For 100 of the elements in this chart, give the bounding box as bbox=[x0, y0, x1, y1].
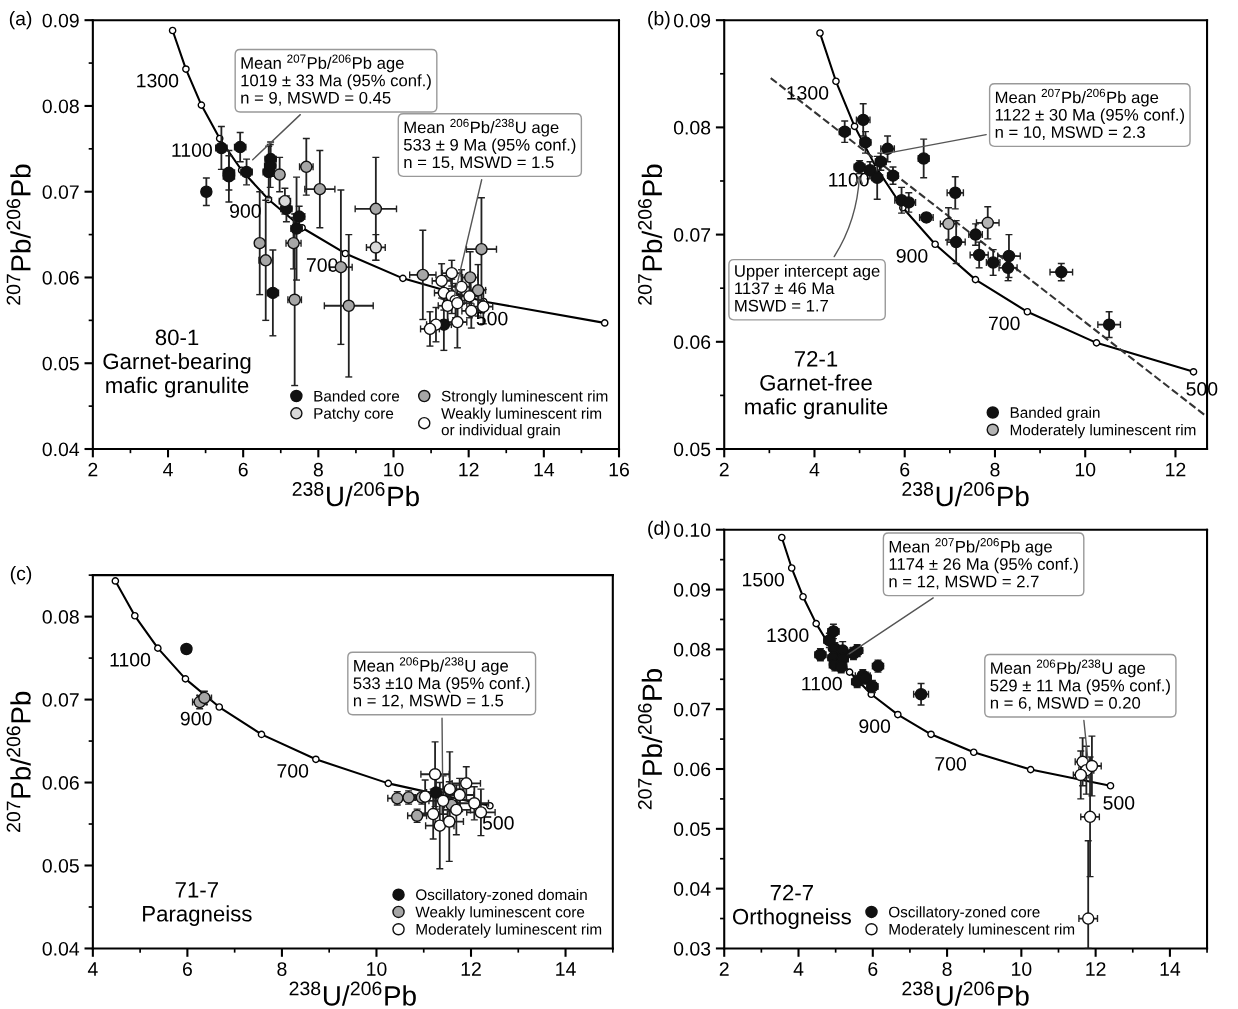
y-axis-title: $^{207}$Pb/$^{206}$Pb bbox=[637, 164, 663, 305]
y-tick-label: 0.06 bbox=[673, 335, 711, 350]
y-tick-label: 0.07 bbox=[42, 693, 79, 707]
annotation: 1100 bbox=[802, 676, 842, 691]
legend-label: Moderately luminescent rim bbox=[889, 923, 1075, 938]
x-tick-label: 8 bbox=[990, 462, 1000, 477]
x-tick-label: 12 bbox=[461, 962, 481, 976]
x-tick-label: 12 bbox=[1086, 962, 1106, 976]
y-axis-title: $^{207}$Pb/$^{206}$Pb bbox=[6, 691, 31, 832]
y-tick-label: 0.07 bbox=[673, 228, 711, 242]
annotation: 1500 bbox=[743, 572, 785, 587]
annotation: Mean $^{206}$Pb/$^{238}$U age 529 ± 11 Ma (95% conf.) n = 6, MSWD = 0.20 bbox=[990, 659, 1170, 711]
legend-label: Oscillatory-zoned core bbox=[889, 906, 1040, 921]
legend-label: Moderately luminescent rim bbox=[416, 923, 602, 938]
x-tick-label: 2 bbox=[719, 462, 729, 477]
annotation: Mean $^{206}$Pb/$^{238}$U age 533 ± 9 Ma (95% conf.) n = 15, MSWD = 1.5 bbox=[403, 118, 576, 171]
x-tick-label: 4 bbox=[163, 462, 173, 477]
x-tick-label: 4 bbox=[793, 962, 804, 976]
y-tick-label: 0.05 bbox=[673, 442, 711, 457]
y-tick-label: 0.08 bbox=[673, 120, 711, 135]
y-tick-label: 0.04 bbox=[42, 442, 80, 457]
legend-label: Strongly luminescent rim bbox=[441, 390, 608, 405]
y-tick-label: 0.06 bbox=[42, 776, 79, 790]
y-tick-label: 0.05 bbox=[42, 356, 79, 371]
x-tick-label: 6 bbox=[182, 962, 192, 976]
x-tick-label: 6 bbox=[900, 462, 910, 477]
annotation: 700 bbox=[277, 763, 309, 778]
annotation: 500 bbox=[1103, 795, 1135, 810]
legend-label: Moderately luminescent rim bbox=[1010, 424, 1196, 439]
y-tick-label: 0.04 bbox=[673, 882, 711, 896]
legend-label: Weakly luminescent rim or individual grain bbox=[441, 407, 602, 439]
annotation: Mean $^{207}$Pb/$^{206}$Pb age 1122 ± 30 Ma (95% conf.) n = 10, MSWD = 2.3 bbox=[995, 88, 1184, 140]
annotation: 80-1 Garnet-bearing mafic granulite bbox=[103, 329, 251, 398]
x-tick-label: 16 bbox=[609, 462, 629, 477]
annotation: 500 bbox=[482, 816, 514, 830]
y-tick-label: 0.09 bbox=[673, 13, 711, 28]
x-tick-label: 10 bbox=[1075, 462, 1096, 477]
y-tick-label: 0.08 bbox=[42, 610, 79, 624]
x-tick-label: 14 bbox=[1160, 962, 1181, 976]
annotation: 71-7 Paragneiss bbox=[143, 882, 252, 926]
annotation: 72-1 Garnet-free mafic granulite bbox=[745, 350, 888, 419]
y-tick-label: 0.05 bbox=[42, 858, 79, 873]
x-tick-label: 10 bbox=[367, 962, 387, 976]
y-tick-label: 0.09 bbox=[673, 583, 711, 597]
annotation: 900 bbox=[896, 248, 928, 263]
annotation: 900 bbox=[859, 719, 891, 734]
annotation: Mean $^{207}$Pb/$^{206}$Pb age 1174 ± 26 Ma (95% conf.) n = 12, MSWD = 2.7 bbox=[889, 538, 1078, 590]
legend-label: Weakly luminescent core bbox=[415, 906, 585, 921]
chart-title: (a) bbox=[9, 11, 32, 30]
x-tick-label: 12 bbox=[1166, 462, 1186, 477]
y-tick-label: 0.06 bbox=[673, 762, 711, 777]
annotation: 1100 bbox=[172, 143, 212, 157]
chart-title: (d) bbox=[648, 520, 670, 539]
x-tick-label: 14 bbox=[556, 962, 576, 976]
chart-title: (b) bbox=[648, 11, 670, 30]
chart-title: (c) bbox=[10, 566, 32, 585]
annotation: 72-7 Orthogneiss bbox=[732, 884, 851, 929]
x-tick-label: 8 bbox=[942, 962, 952, 976]
x-tick-label: 4 bbox=[809, 462, 820, 477]
legend-label: Oscillatory-zoned domain bbox=[416, 888, 587, 904]
y-tick-label: 0.10 bbox=[673, 523, 711, 537]
y-axis-title: $^{207}$Pb/$^{206}$Pb bbox=[637, 669, 663, 810]
y-tick-label: 0.07 bbox=[42, 185, 79, 199]
x-axis-title: $^{238}$U/$^{206}$Pb bbox=[902, 482, 1029, 507]
y-tick-label: 0.08 bbox=[42, 99, 79, 114]
y-tick-label: 0.04 bbox=[42, 941, 80, 956]
annotation: Mean $^{207}$Pb/$^{206}$Pb age 1019 ± 33 Ma (95% conf.) n = 9, MSWD = 0.45 bbox=[241, 54, 431, 106]
y-tick-label: 0.07 bbox=[673, 702, 711, 717]
x-tick-label: 10 bbox=[384, 462, 404, 477]
x-axis-title: $^{238}$U/$^{206}$Pb bbox=[902, 981, 1029, 1006]
annotation: 1300 bbox=[767, 628, 809, 643]
y-tick-label: 0.09 bbox=[42, 13, 79, 28]
x-tick-label: 12 bbox=[459, 462, 479, 477]
annotation: 1300 bbox=[787, 85, 829, 100]
annotation: 900 bbox=[180, 711, 212, 726]
x-tick-label: 10 bbox=[1012, 962, 1032, 976]
annotation: 700 bbox=[935, 756, 967, 771]
y-tick-label: 0.06 bbox=[42, 270, 79, 285]
y-tick-label: 0.03 bbox=[673, 941, 711, 956]
x-tick-label: 8 bbox=[313, 462, 323, 477]
x-tick-label: 6 bbox=[238, 462, 248, 477]
x-tick-label: 6 bbox=[868, 962, 878, 976]
annotation: 1300 bbox=[137, 73, 179, 88]
y-tick-label: 0.05 bbox=[673, 822, 711, 837]
annotation: 700 bbox=[988, 316, 1020, 331]
x-tick-label: 8 bbox=[277, 962, 287, 976]
x-tick-label: 14 bbox=[534, 462, 555, 477]
annotation: Upper intercept age 1137 ± 46 Ma MSWD = 1.7 bbox=[735, 264, 880, 312]
legend-label: Patchy core bbox=[314, 407, 394, 422]
x-axis-title: $^{238}$U/$^{206}$Pb bbox=[289, 981, 416, 1006]
x-tick-label: 4 bbox=[87, 962, 98, 976]
y-axis-title: $^{207}$Pb/$^{206}$Pb bbox=[6, 164, 31, 305]
x-axis-title: $^{238}$U/$^{206}$Pb bbox=[292, 482, 419, 507]
x-tick-label: 2 bbox=[88, 462, 98, 477]
y-tick-label: 0.08 bbox=[673, 642, 711, 657]
annotation: 1100 bbox=[110, 652, 151, 667]
legend-label: Banded core bbox=[314, 390, 400, 402]
legend-label: Banded grain bbox=[1010, 406, 1100, 422]
annotation: Mean $^{206}$Pb/$^{238}$U age 533 ±10 Ma (95% conf.) n = 12, MSWD = 1.5 bbox=[353, 657, 530, 709]
x-tick-label: 2 bbox=[719, 962, 729, 976]
